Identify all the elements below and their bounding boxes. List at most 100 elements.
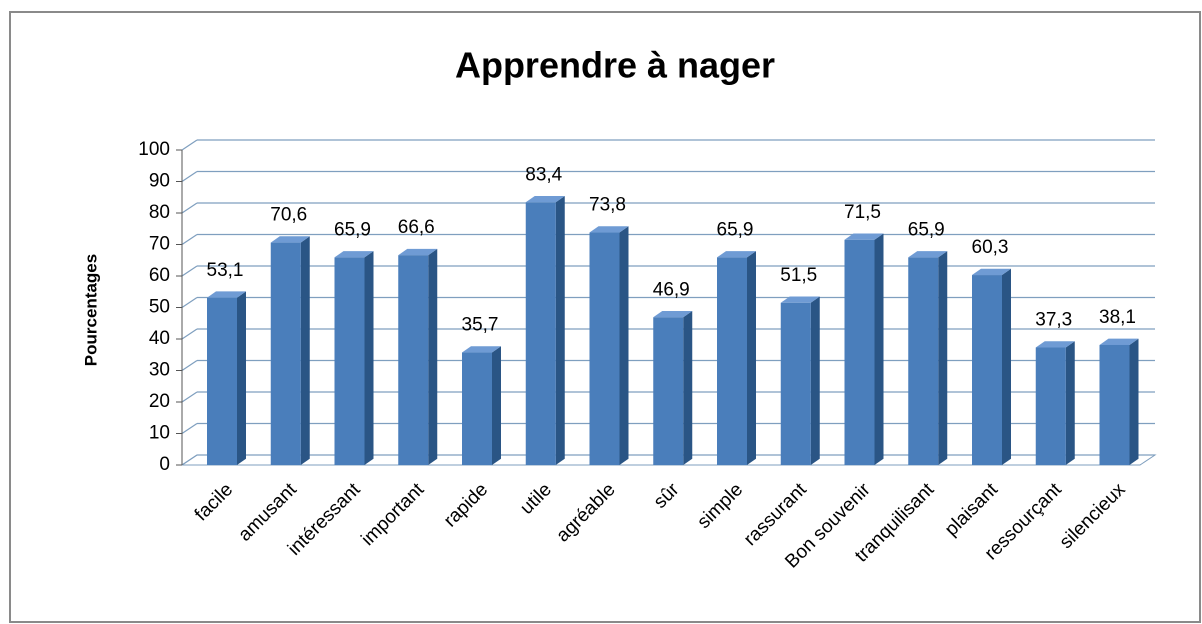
- bar-top: [270, 236, 310, 243]
- bar-front: [207, 297, 237, 465]
- bar: [334, 251, 374, 465]
- chart-title: Apprendre à nager: [455, 45, 775, 86]
- bar-side: [1065, 341, 1075, 465]
- grid-line: [181, 297, 198, 308]
- y-tick-label: 100: [138, 139, 170, 160]
- bar-front: [462, 352, 492, 465]
- bar-front: [589, 232, 620, 465]
- bar-front: [1035, 347, 1066, 465]
- y-tick-label: 0: [159, 454, 170, 475]
- bar-front: [844, 239, 875, 465]
- bar-top: [1035, 341, 1075, 348]
- bar: [1035, 341, 1075, 465]
- bar-front: [908, 257, 939, 465]
- bar: [1099, 338, 1139, 465]
- grid-line: [181, 391, 198, 403]
- bar-top: [1099, 338, 1139, 345]
- data-label: 53,1: [207, 260, 244, 281]
- data-label: 46,9: [653, 279, 690, 300]
- y-tick-label: 80: [149, 202, 170, 223]
- bar-front: [717, 257, 747, 465]
- bar: [780, 296, 820, 465]
- bar: [653, 310, 693, 465]
- bar: [270, 236, 310, 465]
- bar-top: [207, 291, 246, 298]
- grid-line: [181, 454, 198, 466]
- bar-side: [1002, 268, 1011, 465]
- bar-front: [398, 255, 429, 465]
- bar-side: [938, 251, 948, 465]
- data-label: 73,8: [589, 195, 626, 216]
- bar-top: [717, 251, 756, 258]
- bar-side: [364, 251, 374, 465]
- bar-top: [525, 195, 565, 203]
- bar-top: [334, 251, 374, 258]
- y-tick-label: 90: [149, 171, 170, 192]
- data-label: 35,7: [462, 315, 499, 336]
- y-tick-label: 30: [149, 360, 170, 381]
- grid-line: [181, 234, 198, 245]
- bar-side: [810, 296, 820, 465]
- data-label: 66,6: [398, 217, 435, 238]
- bar-side: [619, 226, 629, 465]
- grid-line: [181, 265, 198, 277]
- bar-front: [780, 302, 811, 465]
- bar-front: [270, 242, 301, 465]
- bar: [717, 251, 756, 465]
- bar-side: [300, 236, 310, 465]
- bar-front: [334, 257, 365, 465]
- bar-top: [780, 296, 820, 303]
- data-label: 65,9: [908, 219, 945, 240]
- grid-line: [181, 423, 198, 434]
- grid-line: [181, 360, 198, 371]
- bar-side: [747, 251, 756, 465]
- y-tick-label: 40: [149, 328, 170, 349]
- bar-side: [237, 291, 246, 465]
- bar: [844, 233, 884, 465]
- bar-side: [555, 195, 565, 466]
- data-label: 37,3: [1035, 310, 1072, 331]
- y-axis-title: Pourcentages: [81, 254, 100, 366]
- y-tick-label: 50: [149, 297, 170, 318]
- data-label: 38,1: [1099, 307, 1136, 328]
- bar-front: [525, 202, 556, 466]
- bar: [908, 251, 948, 465]
- bar: [972, 268, 1011, 465]
- bar-side: [1129, 338, 1139, 465]
- bar-side: [492, 346, 501, 465]
- data-label: 60,3: [972, 237, 1009, 258]
- bar-top: [589, 226, 629, 233]
- bar-top: [972, 268, 1011, 276]
- bar-top: [908, 251, 948, 258]
- bar-top: [653, 310, 693, 318]
- y-tick-label: 70: [149, 234, 170, 255]
- y-tick-label: 10: [149, 423, 170, 444]
- grid-line: [181, 171, 198, 182]
- bar-side: [683, 310, 693, 465]
- data-label: 70,6: [270, 205, 307, 226]
- bar: [462, 346, 501, 465]
- y-tick-label: 60: [149, 265, 170, 286]
- grid-line: [181, 139, 198, 151]
- bar-top: [462, 346, 501, 353]
- data-label: 65,9: [717, 219, 754, 240]
- bar-side: [874, 233, 884, 465]
- data-label: 83,4: [525, 164, 562, 185]
- bar-top: [844, 233, 884, 240]
- bar: [398, 248, 438, 465]
- y-tick-label: 20: [149, 391, 170, 412]
- bar: [589, 226, 629, 465]
- data-label: 51,5: [780, 265, 817, 286]
- grid-line: [181, 202, 198, 214]
- data-label: 65,9: [334, 219, 371, 240]
- bar: [207, 291, 246, 465]
- bar-top: [398, 248, 438, 256]
- bar-front: [653, 317, 684, 465]
- grid-line: [181, 328, 198, 340]
- bar-side: [428, 248, 438, 465]
- bar: [525, 195, 565, 466]
- bar-front: [1099, 344, 1130, 465]
- data-label: 71,5: [844, 202, 881, 223]
- bar-front: [972, 275, 1002, 465]
